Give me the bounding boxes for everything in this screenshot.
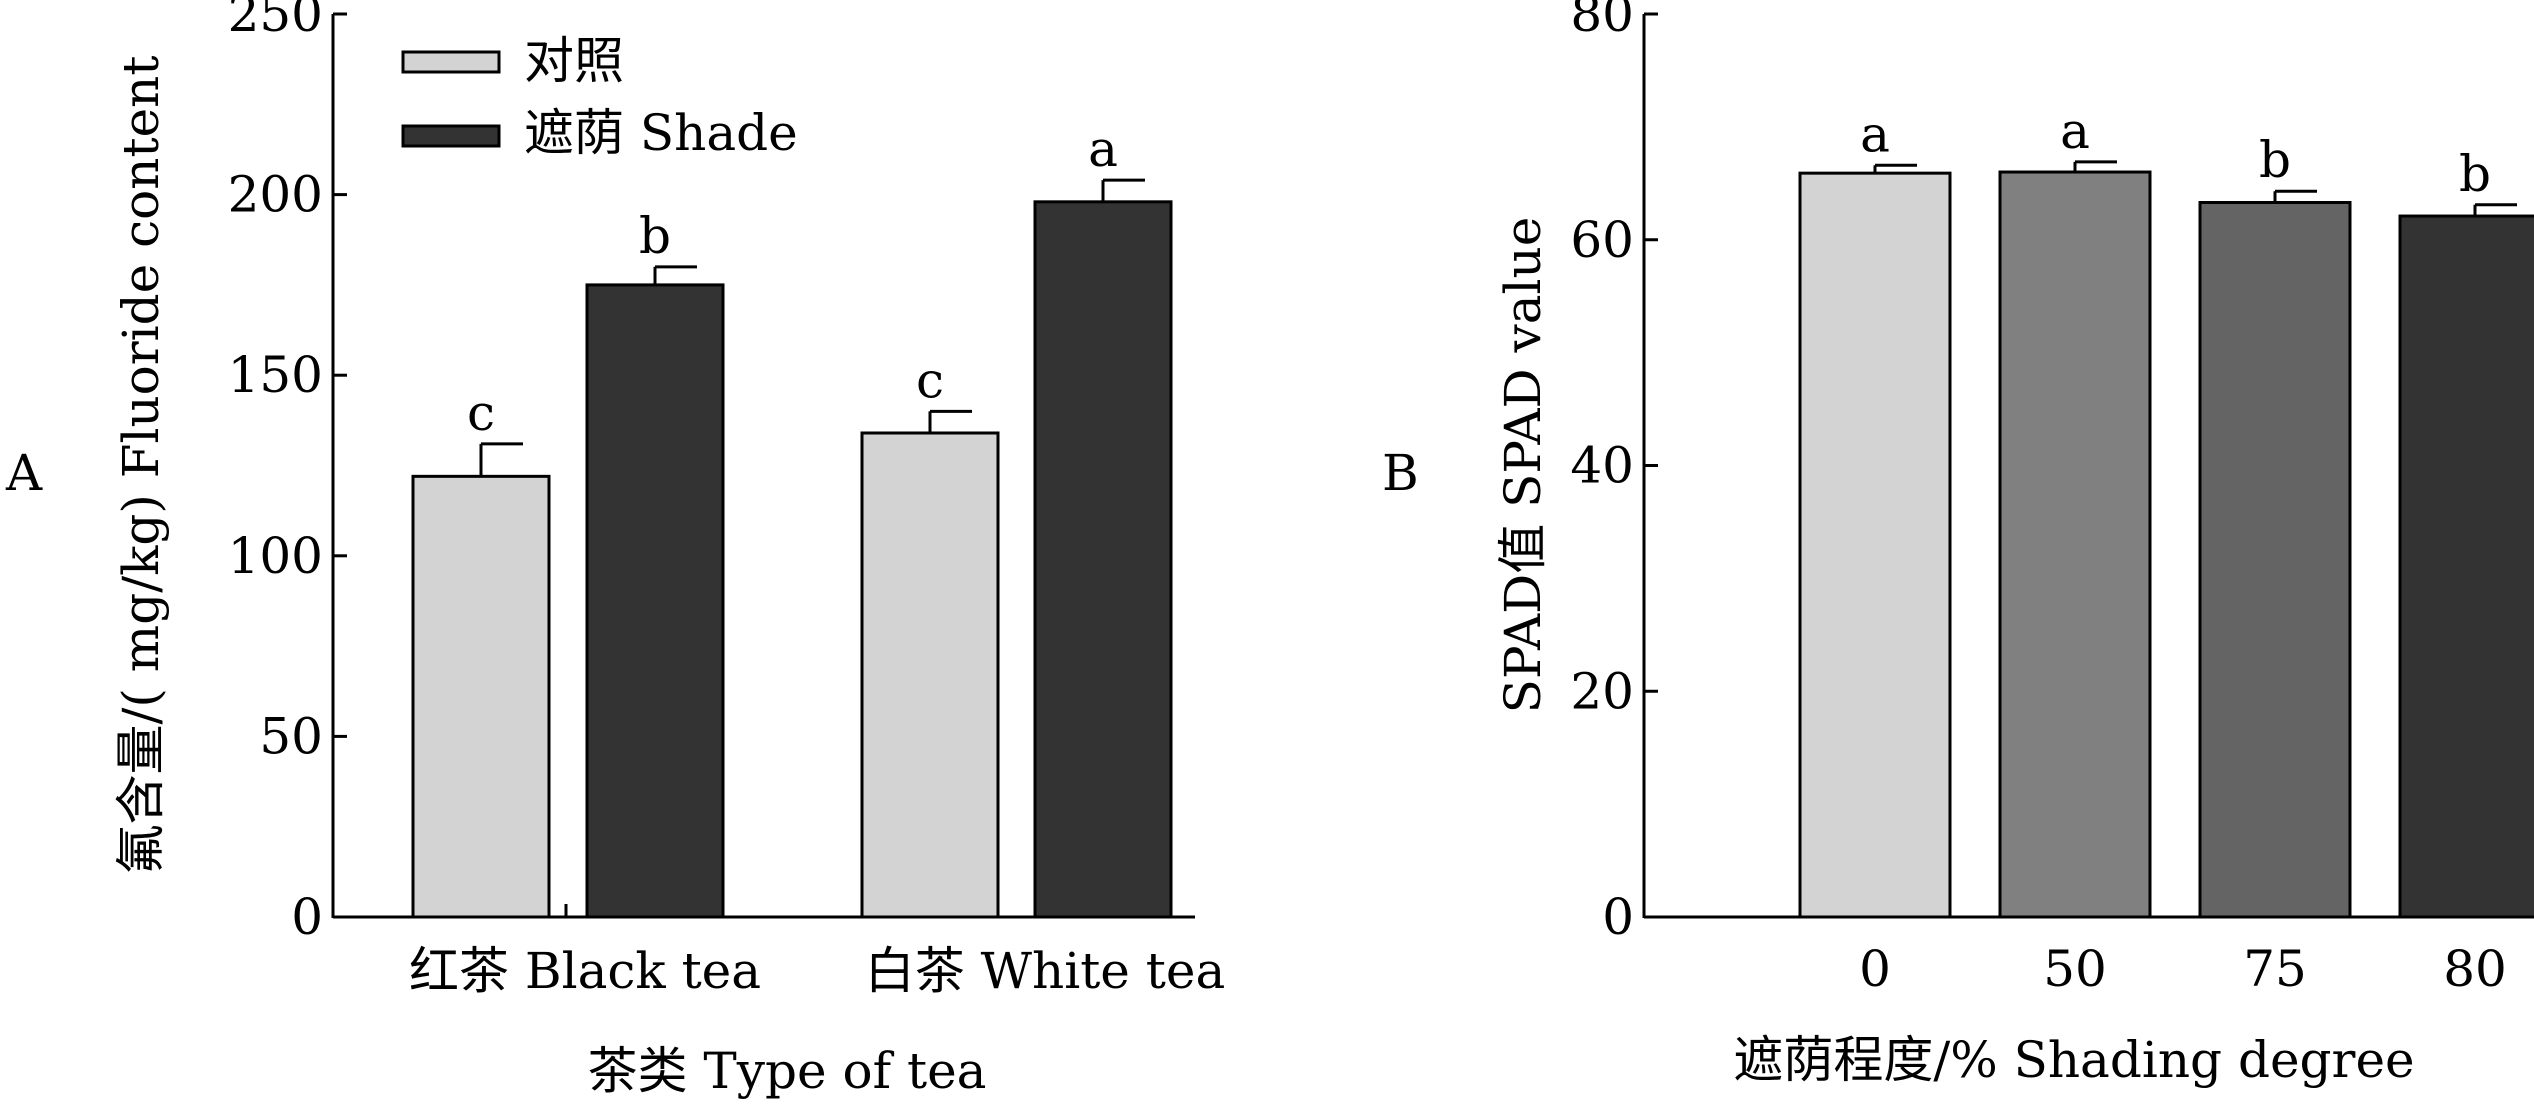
chart-b-category-label: 0 — [1859, 940, 1891, 998]
chart-a-significance-label: c — [467, 384, 495, 442]
chart-b-significance-label: a — [1860, 105, 1890, 163]
chart-a-significance-label: a — [1088, 120, 1118, 178]
chart-a-y-tick-label: 200 — [228, 166, 323, 224]
chart-a-y-tick-label: 250 — [228, 0, 323, 43]
panel-label-b: B — [1382, 444, 1419, 502]
chart-a-y-tick-label: 100 — [228, 527, 323, 585]
chart-b-significance-label: b — [2259, 131, 2291, 189]
chart-b-significance-label: a — [2060, 102, 2090, 160]
chart-b-bar — [2198, 201, 2352, 919]
legend-label-control: 对照 — [524, 32, 624, 90]
chart-a-category-labels: 红茶 Black tea 白茶 White tea — [409, 942, 1225, 1000]
chart-a-bar — [860, 431, 1000, 919]
chart-a-significance-labels: c c b a — [467, 120, 1118, 442]
chart-a-bars — [411, 200, 1173, 919]
chart-b-x-axis-title: 遮荫程度/% Shading degree — [1733, 1031, 2414, 1089]
chart-b-y-ticks: 0 20 40 60 80 — [1570, 0, 1658, 946]
chart-b-y-tick-label: 80 — [1570, 0, 1634, 43]
chart-a-y-axis-title: 氟含量/( mg/kg) Fluoride content — [112, 56, 170, 875]
legend-label-shade: 遮荫 Shade — [524, 104, 798, 162]
chart-b-category-labels: 0 50 75 80 — [1859, 940, 2507, 998]
chart-b-y-tick-label: 20 — [1570, 662, 1634, 720]
chart-b-bar — [1798, 171, 1952, 919]
panel-label-a: A — [5, 444, 43, 502]
legend-swatch-control — [401, 50, 501, 74]
legend-swatch-shade — [401, 124, 501, 148]
chart-a-error-bars — [479, 178, 1145, 477]
chart-b-significance-labels: a ab b — [1860, 102, 2491, 203]
chart-b-y-tick-label: 60 — [1570, 211, 1634, 269]
chart-b-error-bars — [1873, 160, 2517, 217]
chart-a: 0 50 100 150 200 250 c c b a 红茶 Black tea 白茶 Whit… — [112, 0, 1225, 1100]
chart-b-bars — [1798, 170, 2534, 919]
chart-a-bar — [585, 283, 725, 919]
chart-a-x-axis-title: 茶类 Type of tea — [588, 1042, 987, 1100]
chart-a-y-tick-label: 0 — [291, 888, 323, 946]
chart-a-significance-label: b — [639, 207, 671, 265]
chart-a-category-label: 白茶 White tea — [865, 942, 1226, 1000]
chart-b-category-label: 75 — [2243, 940, 2307, 998]
chart-a-y-ticks: 0 50 100 150 200 250 — [228, 0, 347, 946]
chart-a-y-tick-label: 50 — [259, 707, 323, 765]
chart-b-y-tick-label: 0 — [1602, 888, 1634, 946]
chart-b: 0 20 40 60 80 a a b b 0 50 75 80 遮荫程度/% Shading de… — [1494, 0, 2534, 1089]
chart-b-y-tick-label: 40 — [1570, 437, 1634, 495]
chart-a-significance-label: c — [916, 351, 944, 409]
chart-a-bar — [411, 474, 551, 919]
chart-b-significance-label: b — [2459, 145, 2491, 203]
chart-b-y-axis-title: SPAD值 SPAD value — [1494, 217, 1552, 714]
chart-a-category-label: 红茶 Black tea — [409, 942, 761, 1000]
chart-b-bar — [1998, 170, 2152, 919]
chart-b-bar — [2398, 214, 2534, 919]
chart-a-legend: 对照 遮荫 Shade — [401, 32, 798, 162]
chart-a-bar — [1033, 200, 1173, 919]
chart-b-category-label: 50 — [2043, 940, 2107, 998]
chart-b-category-label: 80 — [2443, 940, 2507, 998]
chart-a-y-tick-label: 150 — [228, 346, 323, 404]
